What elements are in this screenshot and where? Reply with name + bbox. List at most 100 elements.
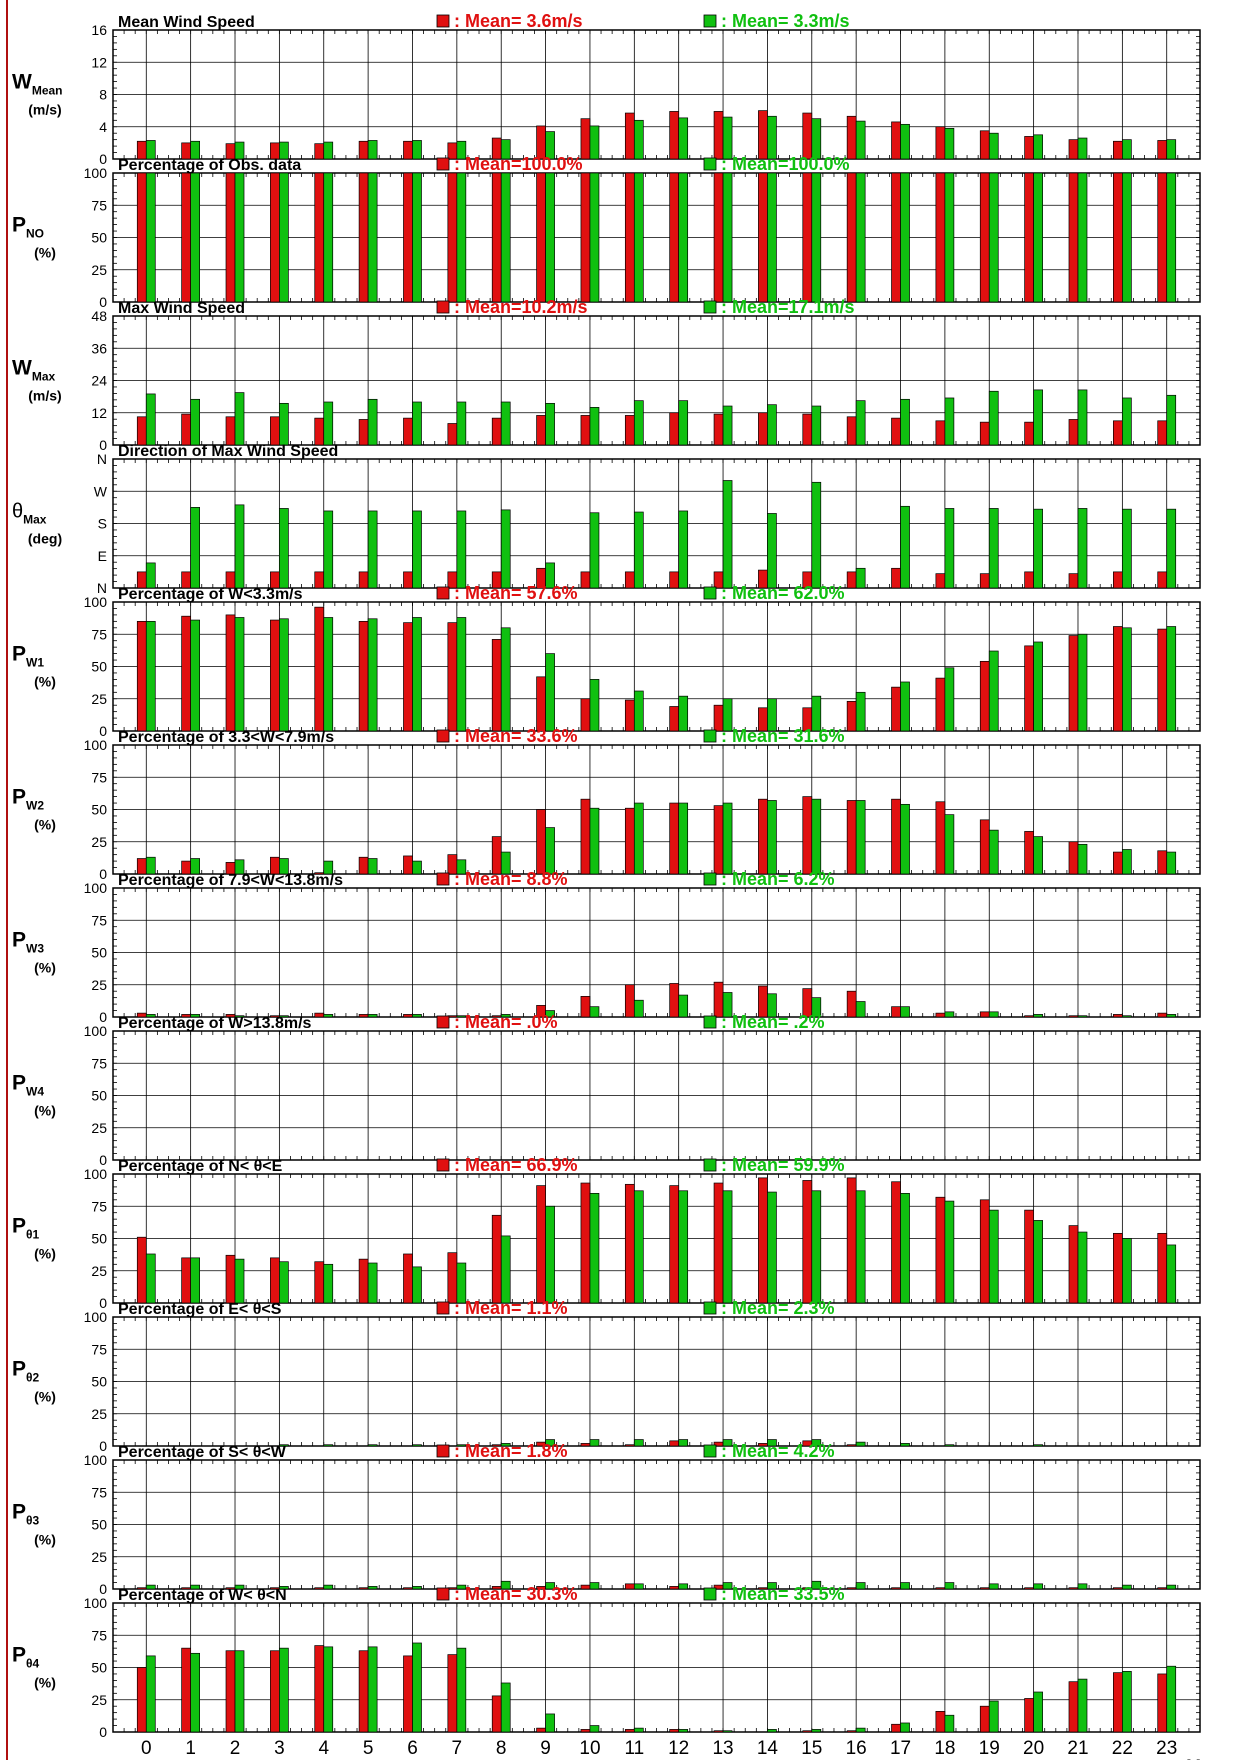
red-bar — [802, 172, 813, 303]
green-bar — [678, 510, 689, 589]
red-bar — [1113, 1587, 1123, 1590]
green-bar — [767, 1439, 777, 1447]
red-bar — [1157, 1232, 1168, 1304]
red-bar — [181, 413, 191, 446]
red-bar — [536, 1185, 546, 1304]
red-bar — [846, 700, 857, 732]
red-bar — [1113, 626, 1123, 732]
panel-6: 0 25 50 75 100 Percentage of 7.9<W<13.8m/s: M… — [12, 869, 1201, 1025]
green-bar — [944, 128, 955, 160]
green-bar — [456, 140, 467, 160]
red-bar — [1024, 1698, 1034, 1733]
y-tick-label: 0 — [99, 294, 107, 310]
green-bar — [456, 1262, 467, 1304]
legend-green-text: : Mean= 62.0% — [721, 583, 845, 603]
red-bar — [624, 415, 635, 446]
green-bar — [589, 1439, 600, 1447]
x-tick-label: 12 — [668, 1738, 689, 1759]
green-bar — [900, 1192, 910, 1304]
green-bar — [767, 1191, 777, 1304]
x-tick-label: 17 — [890, 1738, 911, 1759]
green-bar — [412, 1444, 422, 1447]
red-bar — [403, 571, 413, 589]
y-tick-label: 75 — [91, 1627, 107, 1643]
red-bar — [758, 798, 768, 875]
panel-title: Percentage of W>13.8m/s — [118, 1015, 312, 1032]
y-axis-unit: (%) — [34, 1675, 56, 1691]
green-bar — [456, 859, 467, 875]
red-bar — [669, 802, 680, 875]
green-bar — [1033, 641, 1043, 732]
y-axis-label: Pθ4 — [12, 1644, 40, 1671]
green-bar — [722, 1439, 733, 1447]
red-bar — [846, 990, 857, 1018]
red-bar — [935, 801, 946, 875]
red-bar — [1113, 1014, 1123, 1018]
green-bar — [900, 1443, 910, 1447]
green-bar — [1077, 843, 1088, 875]
red-bar — [802, 112, 813, 160]
green-bar — [988, 172, 999, 303]
green-bar — [1077, 508, 1088, 589]
green-bar — [722, 172, 733, 303]
green-bar — [633, 400, 644, 446]
red-bar — [669, 111, 680, 160]
red-bar — [1157, 1673, 1168, 1733]
green-bar — [944, 172, 955, 303]
red-bar — [1024, 1587, 1034, 1590]
green-bar — [633, 690, 644, 732]
green-bar — [279, 508, 289, 589]
red-bar — [1024, 136, 1034, 160]
x-tick-label: 23 — [1156, 1738, 1177, 1759]
legend-red-swatch — [436, 1444, 450, 1458]
green-bar — [988, 508, 999, 589]
legend-green-text: : Mean= 59.9% — [721, 1155, 845, 1175]
red-bar — [358, 571, 369, 589]
green-bar — [1077, 137, 1088, 160]
green-bar — [633, 511, 644, 589]
green-bar — [811, 405, 822, 446]
red-bar — [580, 1182, 591, 1304]
y-tick-label: 100 — [84, 594, 108, 610]
green-bar — [900, 1582, 910, 1590]
green-bar — [855, 1001, 866, 1018]
red-bar — [713, 1730, 724, 1733]
green-bar — [234, 504, 245, 589]
red-bar — [580, 698, 591, 732]
red-bar — [491, 1214, 502, 1304]
green-bar — [1033, 1014, 1043, 1018]
y-tick-label: 50 — [91, 1231, 107, 1247]
y-tick-label: 75 — [91, 626, 107, 642]
y-tick-label: 100 — [84, 1309, 108, 1325]
legend-red-text: : Mean= 8.8% — [454, 869, 568, 889]
y-tick-label: 8 — [99, 87, 107, 103]
red-bar — [1113, 851, 1123, 875]
green-bar — [412, 617, 422, 732]
red-bar — [358, 419, 369, 446]
red-bar — [580, 798, 591, 875]
green-bar — [279, 141, 289, 160]
red-bar — [314, 606, 325, 732]
green-bar — [545, 1713, 555, 1733]
green-bar — [279, 172, 289, 303]
red-bar — [979, 660, 990, 732]
panel-title: Percentage of W< θ<N — [118, 1587, 287, 1604]
red-bar — [447, 423, 458, 446]
x-tick-label: 7 — [452, 1738, 463, 1759]
red-bar — [491, 1695, 502, 1733]
green-bar — [500, 1580, 511, 1590]
green-bar — [811, 481, 822, 589]
y-tick-label: 25 — [91, 1263, 107, 1279]
red-bar — [1157, 140, 1168, 160]
legend-green-text: : Mean= 4.2% — [721, 1441, 835, 1461]
green-bar — [944, 814, 955, 875]
red-bar — [891, 798, 901, 875]
y-axis-label: PNO — [12, 214, 44, 241]
green-bar — [145, 1584, 156, 1590]
x-tick-label: 11 — [624, 1738, 644, 1759]
red-bar — [580, 118, 591, 160]
green-bar — [722, 405, 733, 446]
red-bar — [358, 856, 369, 875]
green-bar — [367, 140, 378, 160]
